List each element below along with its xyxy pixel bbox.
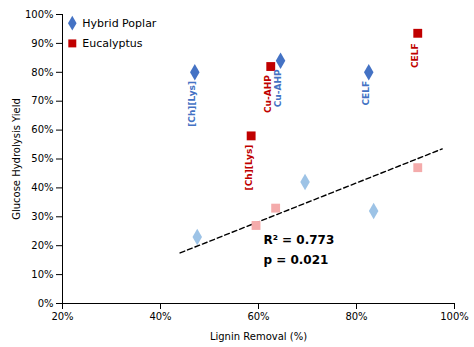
svg-text:40%: 40% (31, 182, 53, 193)
svg-text:30%: 30% (31, 211, 53, 222)
svg-text:40%: 40% (149, 311, 171, 322)
svg-text:CELF: CELF (410, 43, 420, 68)
svg-text:R² = 0.773: R² = 0.773 (263, 233, 334, 247)
svg-text:100%: 100% (25, 9, 54, 20)
svg-text:[Ch][Lys]: [Ch][Lys] (187, 81, 197, 127)
svg-text:0%: 0% (38, 298, 54, 309)
svg-text:80%: 80% (31, 67, 53, 78)
svg-text:90%: 90% (31, 38, 53, 49)
svg-text:20%: 20% (31, 240, 53, 251)
svg-text:Lignin Removal (%): Lignin Removal (%) (210, 331, 307, 342)
svg-text:50%: 50% (31, 153, 53, 164)
svg-text:10%: 10% (31, 269, 53, 280)
svg-text:Cu-AHP: Cu-AHP (273, 69, 283, 107)
svg-text:Eucalyptus: Eucalyptus (82, 37, 143, 50)
svg-text:20%: 20% (51, 311, 73, 322)
svg-text:p = 0.021: p = 0.021 (263, 253, 328, 267)
svg-text:60%: 60% (31, 124, 53, 135)
svg-text:Hybrid Poplar: Hybrid Poplar (82, 17, 157, 30)
svg-text:CELF: CELF (361, 81, 371, 106)
svg-text:60%: 60% (247, 311, 269, 322)
svg-text:[Ch][Lys]: [Ch][Lys] (244, 145, 254, 191)
svg-text:Glucose Hydrolysis Yield: Glucose Hydrolysis Yield (11, 98, 22, 220)
svg-text:Cu-AHP: Cu-AHP (263, 75, 273, 113)
svg-text:100%: 100% (440, 311, 469, 322)
svg-text:80%: 80% (345, 311, 367, 322)
svg-text:70%: 70% (31, 95, 53, 106)
